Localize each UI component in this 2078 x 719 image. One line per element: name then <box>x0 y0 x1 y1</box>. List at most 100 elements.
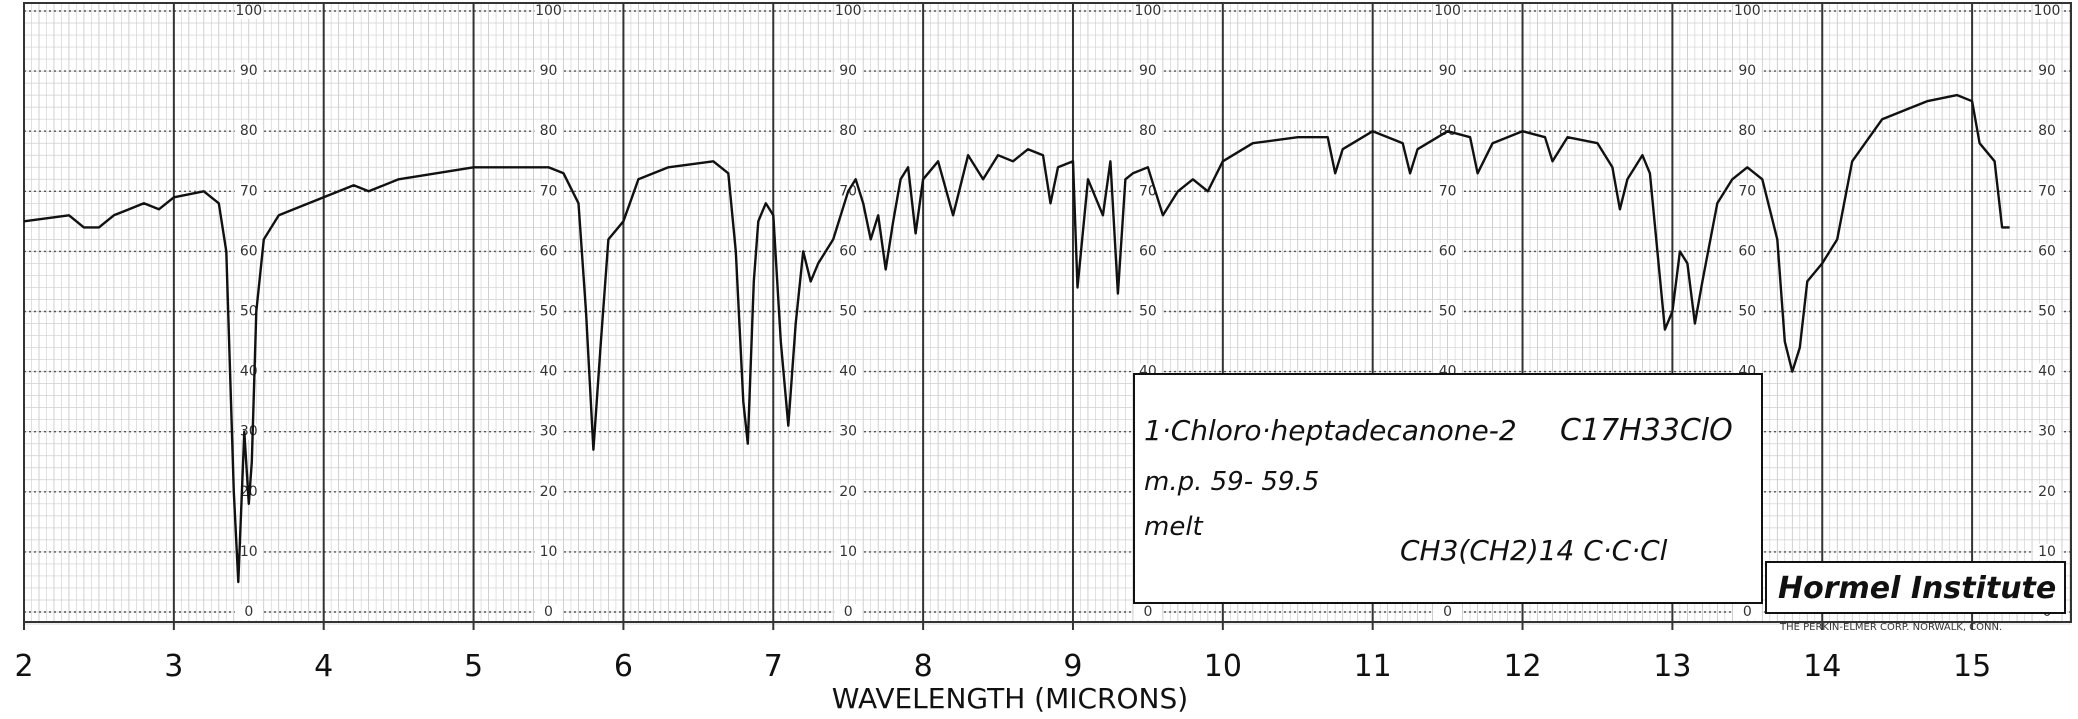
y-tick-label: 30 <box>240 424 258 440</box>
y-label-bg <box>534 543 563 560</box>
y-tick-label: 60 <box>1439 243 1457 259</box>
y-label-bg <box>1133 303 1162 320</box>
y-tick-label: 0 <box>1443 604 1452 620</box>
y-label-bg <box>234 183 263 200</box>
y-label-bg <box>1133 3 1162 19</box>
x-tick-label: 3 <box>164 649 183 684</box>
y-tick-label: 100 <box>1135 3 1162 19</box>
x-tick-label: 7 <box>764 649 783 684</box>
y-tick-label: 70 <box>240 183 258 199</box>
y-label-bg <box>534 363 563 380</box>
y-tick-label: 50 <box>2038 304 2056 320</box>
y-tick-label: 30 <box>2038 424 2056 440</box>
melting-point: m.p. 59- 59.5 <box>1144 467 1319 497</box>
y-tick-label: 10 <box>540 544 558 560</box>
y-tick-label: 80 <box>540 123 558 139</box>
y-label-bg <box>834 423 863 440</box>
y-tick-label: 30 <box>839 424 857 440</box>
y-label-bg <box>1733 123 1762 140</box>
y-tick-label: 90 <box>540 63 558 79</box>
x-tick-label: 10 <box>1204 649 1242 684</box>
y-label-bg <box>2033 63 2062 80</box>
label-card <box>1133 373 1763 604</box>
x-tick-label: 4 <box>314 649 333 684</box>
formula: C17H33ClO <box>1560 413 1733 448</box>
y-tick-label: 70 <box>1139 183 1157 199</box>
y-label-bg <box>234 243 263 260</box>
y-label-bg <box>534 183 563 200</box>
x-tick-label: 12 <box>1503 649 1541 684</box>
y-tick-label: 10 <box>2038 544 2056 560</box>
y-label-bg <box>834 123 863 140</box>
y-tick-label: 80 <box>1738 123 1756 139</box>
y-label-bg <box>834 543 863 560</box>
y-tick-label: 60 <box>2038 243 2056 259</box>
y-tick-label: 50 <box>240 304 258 320</box>
y-label-bg <box>834 63 863 80</box>
y-label-bg <box>1133 604 1162 620</box>
y-label-bg <box>234 3 263 19</box>
y-label-bg <box>234 123 263 140</box>
y-tick-label: 60 <box>1139 243 1157 259</box>
y-tick-label: 0 <box>1743 604 1752 620</box>
y-tick-label: 60 <box>839 243 857 259</box>
y-label-bg <box>834 3 863 19</box>
y-label-bg <box>834 243 863 260</box>
y-tick-label: 100 <box>235 3 262 19</box>
y-tick-label: 20 <box>839 484 857 500</box>
y-label-bg <box>534 483 563 500</box>
y-tick-label: 100 <box>835 3 862 19</box>
y-tick-label: 20 <box>540 484 558 500</box>
y-label-bg <box>2033 183 2062 200</box>
y-label-bg <box>2033 303 2062 320</box>
y-tick-label: 10 <box>240 544 258 560</box>
y-label-bg <box>834 604 863 620</box>
y-label-bg <box>2033 243 2062 260</box>
y-tick-label: 50 <box>1439 304 1457 320</box>
y-label-bg <box>234 543 263 560</box>
frame <box>23 2 2072 623</box>
maker: THE PERKIN-ELMER CORP. NORWALK, CONN. <box>1779 622 2002 633</box>
x-tick-label: 13 <box>1653 649 1691 684</box>
y-tick-label: 60 <box>1738 243 1756 259</box>
y-tick-label: 50 <box>1139 304 1157 320</box>
x-tick-label: 11 <box>1354 649 1392 684</box>
y-tick-label: 40 <box>540 364 558 380</box>
y-tick-label: 60 <box>240 243 258 259</box>
institute-card <box>1765 561 2066 614</box>
y-tick-label: 0 <box>1143 604 1152 620</box>
y-tick-label: 0 <box>544 604 553 620</box>
x-tick-label: 6 <box>614 649 633 684</box>
y-tick-label: 60 <box>540 243 558 259</box>
y-tick-label: 100 <box>1434 3 1461 19</box>
x-tick-label: 2 <box>14 649 33 684</box>
x-tick-label: 14 <box>1803 649 1841 684</box>
y-label-bg <box>2033 483 2062 500</box>
y-label-bg <box>534 63 563 80</box>
y-label-bg <box>234 63 263 80</box>
y-label-bg <box>1733 63 1762 80</box>
y-tick-label: 0 <box>844 604 853 620</box>
y-label-bg <box>534 604 563 620</box>
y-label-bg <box>534 243 563 260</box>
y-label-bg <box>534 3 563 19</box>
y-label-bg <box>534 423 563 440</box>
y-tick-label: 80 <box>839 123 857 139</box>
y-label-bg <box>1433 63 1462 80</box>
y-label-bg <box>534 303 563 320</box>
y-tick-label: 40 <box>2038 364 2056 380</box>
state: melt <box>1144 512 1204 542</box>
y-label-bg <box>834 303 863 320</box>
y-label-bg <box>1733 3 1762 19</box>
y-tick-label: 20 <box>2038 484 2056 500</box>
structure: CH3(CH2)14 C·C·Cl <box>1400 534 1668 567</box>
y-label-bg <box>1133 123 1162 140</box>
x-tick-label: 5 <box>464 649 483 684</box>
y-tick-label: 40 <box>839 364 857 380</box>
institute: Hormel Institute <box>1778 571 2056 606</box>
y-label-bg <box>234 604 263 620</box>
y-label-bg <box>834 483 863 500</box>
y-label-bg <box>834 363 863 380</box>
y-label-bg <box>1733 303 1762 320</box>
